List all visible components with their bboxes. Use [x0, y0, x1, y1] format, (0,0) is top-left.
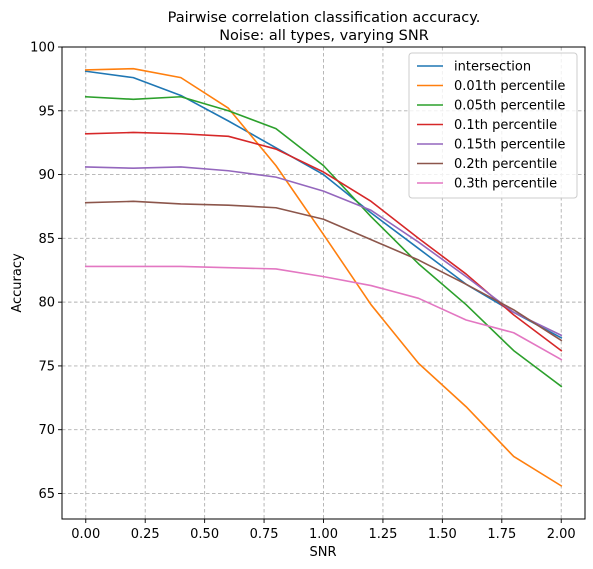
y-axis-ticks: 65 70 75 80 85 90 95 100 — [30, 41, 62, 502]
x-tick-label: 0.25 — [131, 527, 160, 542]
x-axis-ticks: 0.00 0.25 0.50 0.75 1.00 1.25 1.50 1.75 2.00 — [71, 519, 576, 542]
y-tick-label: 75 — [38, 359, 55, 374]
y-tick-label: 65 — [38, 487, 55, 502]
x-tick-label: 0.00 — [71, 527, 100, 542]
x-tick-label: 2.00 — [547, 527, 576, 542]
y-tick-label: 70 — [38, 423, 55, 438]
x-tick-label: 1.50 — [428, 527, 457, 542]
x-tick-label: 0.75 — [250, 527, 279, 542]
legend-label-0-1th-percentile: 0.1th percentile — [454, 118, 557, 133]
series-line-0-3th-percentile — [84, 265, 563, 361]
legend-label-0-2th-percentile: 0.2th percentile — [454, 157, 557, 172]
x-tick-label: 1.25 — [368, 527, 397, 542]
y-tick-label: 95 — [38, 104, 55, 119]
y-axis-label: Accuracy — [10, 253, 25, 313]
x-axis-label: SNR — [309, 545, 336, 560]
y-tick-label: 80 — [38, 296, 55, 311]
series-line-0-01th-percentile — [84, 67, 563, 487]
y-tick-label: 90 — [38, 168, 55, 183]
chart-subtitle: Noise: all types, varying SNR — [219, 28, 429, 44]
x-tick-label: 1.00 — [309, 527, 338, 542]
y-tick-label: 100 — [30, 41, 55, 56]
legend-label-0-15th-percentile: 0.15th percentile — [454, 138, 565, 153]
series-line-0-2th-percentile — [84, 200, 563, 342]
y-tick-label: 85 — [38, 232, 55, 247]
legend-label-intersection: intersection — [454, 60, 531, 75]
chart-title: Pairwise correlation classification accu… — [168, 10, 481, 26]
legend-box — [408, 52, 578, 199]
x-tick-label: 1.75 — [487, 527, 516, 542]
series-line-0-15th-percentile — [84, 166, 563, 337]
plot-series — [84, 67, 563, 487]
x-tick-label: 0.50 — [190, 527, 219, 542]
series-line-0-05th-percentile — [84, 95, 563, 388]
legend: intersection 0.01th percentile 0.05th perc… — [408, 52, 578, 199]
legend-label-0-01th-percentile: 0.01th percentile — [454, 79, 565, 94]
legend-label-0-05th-percentile: 0.05th percentile — [454, 99, 565, 114]
legend-label-0-3th-percentile: 0.3th percentile — [454, 177, 557, 192]
